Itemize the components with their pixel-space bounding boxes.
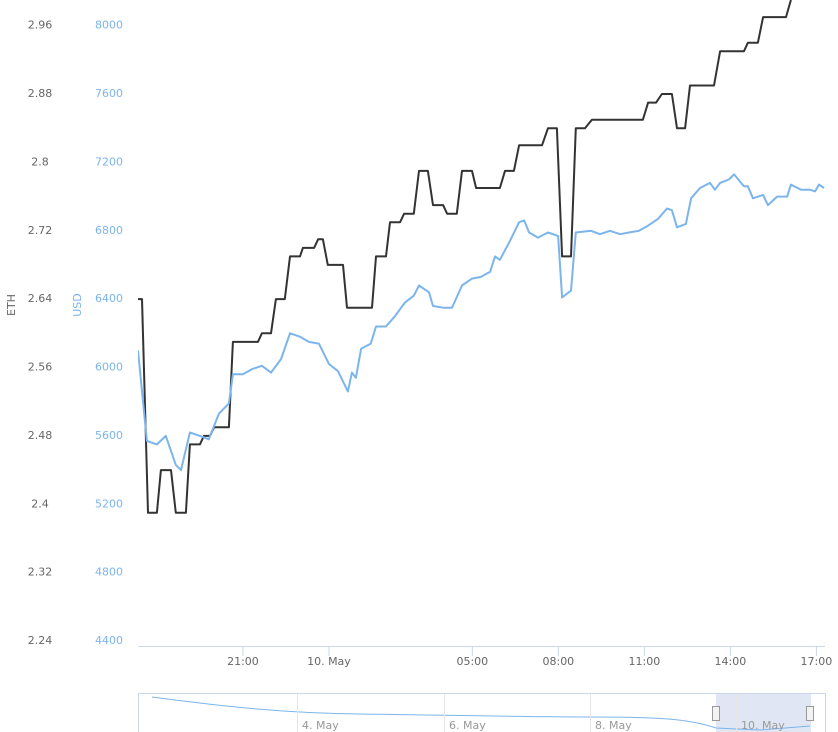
y-tick-label: 2.56 <box>28 361 53 374</box>
y2-tick-label: 6000 <box>95 361 123 374</box>
y-tick-label: 2.88 <box>28 87 53 100</box>
navigator-handle[interactable] <box>806 706 814 721</box>
y-tick-label: 2.32 <box>28 566 53 579</box>
y2-tick-label: 7200 <box>95 155 123 168</box>
y2-tick-label: 4800 <box>95 566 123 579</box>
y-tick-label: 2.96 <box>28 19 53 32</box>
y-tick-label: 2.24 <box>28 634 53 647</box>
navigator <box>138 693 826 732</box>
x-tick-label: 14:00 <box>715 655 747 668</box>
y2-axis-title: USD <box>71 293 84 317</box>
y2-tick-label: 7600 <box>95 87 123 100</box>
y-tick-label: 2.4 <box>31 497 49 510</box>
y-tick-label: 2.48 <box>28 429 53 442</box>
y-tick-label: 2.64 <box>28 292 53 305</box>
y2-tick-label: 6400 <box>95 292 123 305</box>
navigator-series <box>151 696 811 731</box>
navigator-label: 8. May <box>595 719 632 732</box>
x-tick-label: 08:00 <box>542 655 574 668</box>
y-axis-title: ETH <box>5 294 18 316</box>
y2-tick-label: 5200 <box>95 497 123 510</box>
series-line <box>138 0 792 514</box>
plot-area <box>138 0 825 514</box>
navigator-selection[interactable] <box>716 694 811 732</box>
y-tick-label: 2.72 <box>28 224 53 237</box>
navigator-label: 4. May <box>302 719 339 732</box>
navigator-label: 10. May <box>741 719 785 732</box>
x-tick-label: 10. May <box>307 655 351 668</box>
navigator-handle[interactable] <box>712 706 720 721</box>
y2-tick-label: 6800 <box>95 224 123 237</box>
y2-tick-label: 5600 <box>95 429 123 442</box>
series-line <box>138 173 825 472</box>
x-tick-label: 05:00 <box>456 655 488 668</box>
y-tick-label: 2.8 <box>31 155 49 168</box>
x-tick-label: 21:00 <box>227 655 259 668</box>
navigator-label: 6. May <box>449 719 486 732</box>
y2-tick-label: 8000 <box>95 19 123 32</box>
navigator-frame <box>138 693 826 732</box>
y2-tick-label: 4400 <box>95 634 123 647</box>
x-tick-label: 11:00 <box>629 655 661 668</box>
x-tick-label: 17:00 <box>801 655 833 668</box>
